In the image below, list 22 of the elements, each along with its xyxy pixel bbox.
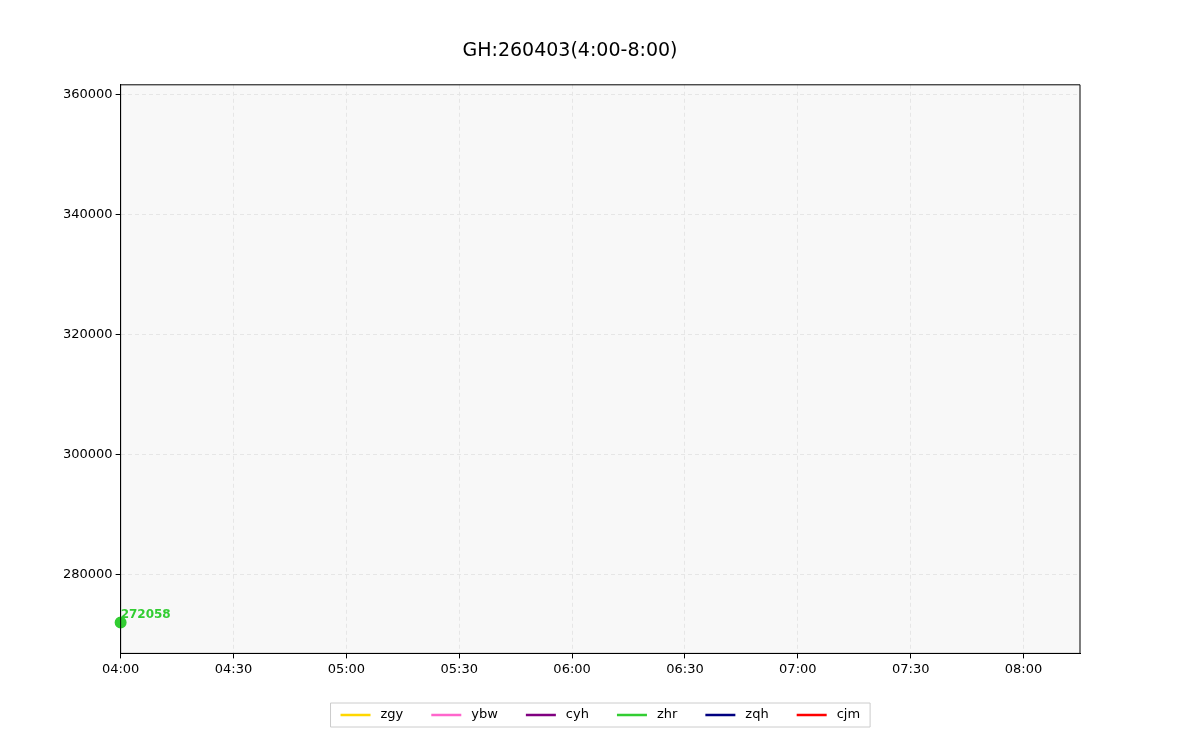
x-tick-label: 07:00 [779, 660, 817, 676]
legend-label: ybw [471, 706, 499, 722]
legend-label: zhr [656, 706, 679, 722]
legend-label: cyh [565, 706, 589, 722]
x-tick-label: 07:30 [891, 660, 930, 676]
x-tick-label: 04:30 [214, 660, 253, 676]
x-tick-label: 06:30 [666, 660, 704, 676]
x-tick-label: 06:00 [553, 660, 591, 676]
x-tick-label: 08:00 [1004, 660, 1043, 676]
data-label: 272058 [120, 606, 171, 621]
x-tick-label: 05:30 [440, 660, 478, 676]
legend-label: cjm [836, 706, 861, 722]
y-tick-label: 340000 [62, 205, 113, 221]
y-tick-label: 300000 [62, 446, 113, 462]
y-tick-label: 320000 [62, 325, 113, 341]
legend-label: zgy [380, 706, 404, 722]
y-tick-label: 360000 [62, 85, 113, 101]
x-tick-label: 05:00 [327, 660, 366, 676]
y-tick-label: 280000 [62, 566, 113, 582]
x-tick-label: 04:00 [101, 660, 140, 676]
chart-title: GH:260403(4:00-8:00) [462, 38, 678, 61]
legend-label: zqh [745, 706, 769, 722]
